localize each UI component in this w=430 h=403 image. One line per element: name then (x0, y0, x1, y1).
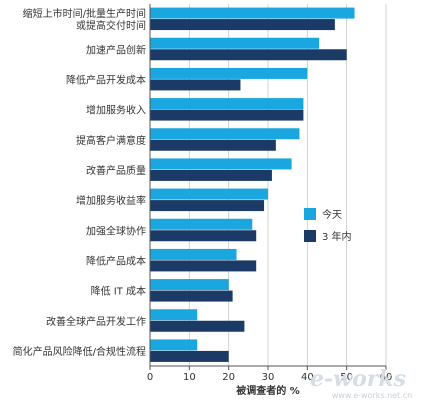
x-tick-label: 20 (222, 372, 235, 383)
bar-3-years (150, 49, 347, 61)
bar-today (150, 309, 198, 321)
legend-label: 3 年内 (322, 230, 352, 243)
x-tick-label: 0 (147, 372, 153, 383)
bar-3-years (150, 169, 272, 181)
category-label: 改善产品质量 (86, 164, 146, 177)
category-label: 降低 IT 成本 (91, 285, 146, 298)
bar-today (150, 7, 355, 19)
bar-today (150, 98, 304, 110)
bar-today (150, 128, 300, 140)
bar-3-years (150, 79, 241, 91)
bar-today (150, 67, 308, 79)
category-label: 增加服务收益率 (76, 194, 146, 207)
x-axis-title: 被调查者的 % (236, 384, 300, 397)
grid-lines (188, 4, 387, 366)
watermark-url: www.e-works.net.cn (332, 391, 412, 400)
bars-group (150, 7, 355, 362)
category-label: 加强全球协作 (86, 224, 146, 237)
x-tick-label: 10 (183, 372, 196, 383)
category-label: 提高客户满意度 (76, 134, 146, 147)
x-tick-label: 30 (262, 372, 275, 383)
bar-3-years (150, 200, 265, 212)
x-tick-label: 50 (340, 372, 353, 383)
bar-3-years (150, 350, 229, 362)
bar-3-years (150, 260, 257, 272)
category-label: 简化产品风险降低/合规性流程 (13, 345, 146, 358)
legend-label: 今天 (322, 208, 342, 221)
watermark-logo: e-works (310, 366, 406, 392)
bar-today (150, 339, 198, 351)
category-label: 缩短上市时间/批量生产时间 (23, 7, 146, 20)
bar-3-years (150, 139, 276, 151)
category-label: 降低产品开发成本 (66, 73, 146, 86)
x-tick-label: 40 (301, 372, 314, 383)
bar-today (150, 158, 292, 170)
bar-3-years (150, 320, 245, 332)
legend-swatch (304, 208, 316, 220)
bar-3-years (150, 230, 257, 242)
bar-today (150, 188, 268, 200)
bar-3-years (150, 109, 304, 121)
bar-today (150, 279, 229, 291)
legend: 今天 3 年内 (304, 208, 352, 243)
category-label: 增加服务收入 (86, 104, 146, 117)
bar-3-years (150, 19, 335, 31)
category-label: 降低产品成本 (86, 254, 146, 267)
x-axis: 0 10 20 30 40 50 60 (147, 4, 393, 383)
category-label: 或提高交付时间 (76, 19, 146, 32)
bar-today (150, 37, 320, 49)
bar-today (150, 248, 237, 260)
legend-swatch (304, 230, 316, 242)
bar-3-years (150, 290, 233, 302)
category-label: 改善全球产品开发工作 (46, 315, 146, 328)
category-label: 加速产品创新 (86, 43, 146, 56)
x-tick-label: 60 (380, 372, 393, 383)
category-labels: 缩短上市时间/批量生产时间或提高交付时间加速产品创新降低产品开发成本增加服务收入… (13, 7, 146, 358)
bar-today (150, 218, 253, 230)
watermark: e-works www.e-works.net.cn (310, 366, 412, 400)
